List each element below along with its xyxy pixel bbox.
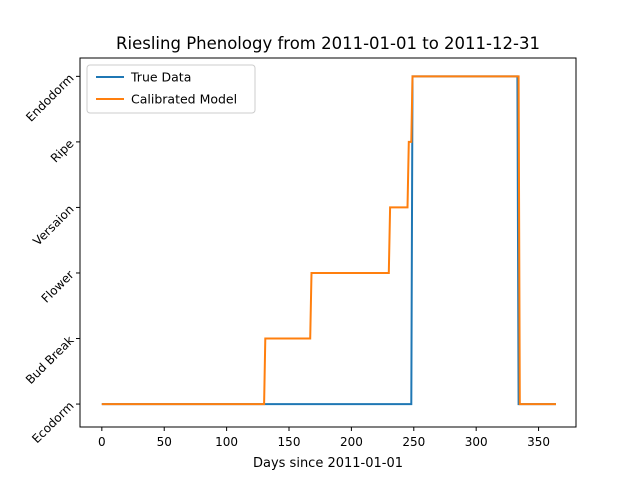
x-tick-label: 250 bbox=[402, 435, 425, 449]
x-tick-label: 0 bbox=[98, 435, 106, 449]
y-tick-label: Ripe bbox=[48, 137, 77, 166]
legend-box bbox=[86, 64, 256, 114]
chart-title: Riesling Phenology from 2011-01-01 to 20… bbox=[116, 34, 540, 53]
legend: True Data Calibrated Model bbox=[86, 64, 256, 114]
x-axis-label: Days since 2011-01-01 bbox=[253, 456, 403, 471]
legend-label: Calibrated Model bbox=[131, 92, 237, 107]
x-tick-label: 300 bbox=[465, 435, 488, 449]
legend-label: True Data bbox=[130, 70, 191, 85]
y-tick-label: Versaion bbox=[30, 202, 76, 248]
x-tick-label: 100 bbox=[215, 435, 238, 449]
plot-area bbox=[80, 58, 576, 427]
x-tick-label: 50 bbox=[157, 435, 172, 449]
y-tick-label: Bud Break bbox=[23, 333, 77, 387]
x-tick-label: 200 bbox=[340, 435, 363, 449]
x-tick-label: 350 bbox=[527, 435, 550, 449]
x-tick-label: 150 bbox=[278, 435, 301, 449]
series-line-calibrated-model bbox=[101, 75, 556, 406]
plot-frame bbox=[79, 57, 577, 428]
y-tick-label: Endodorm bbox=[23, 71, 76, 124]
y-tick-label: Ecodorm bbox=[29, 399, 76, 446]
y-tick-label: Flower bbox=[39, 268, 77, 306]
